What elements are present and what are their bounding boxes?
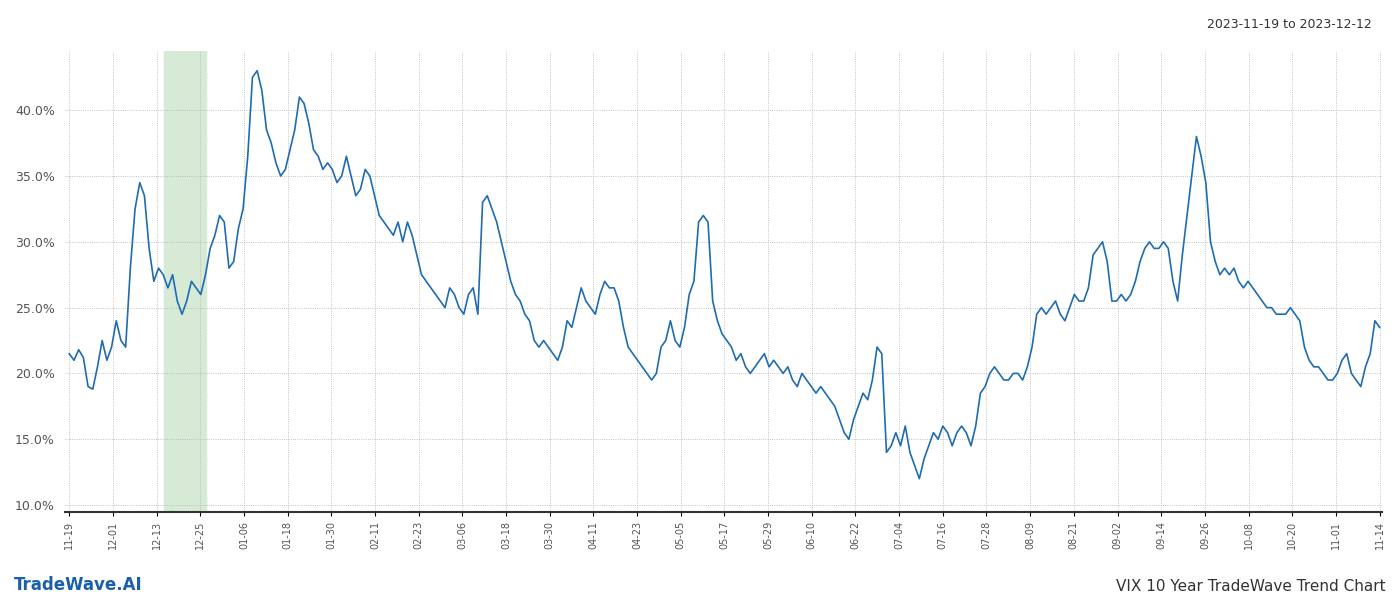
Bar bbox=[164, 51, 206, 512]
Text: TradeWave.AI: TradeWave.AI bbox=[14, 576, 143, 594]
Text: VIX 10 Year TradeWave Trend Chart: VIX 10 Year TradeWave Trend Chart bbox=[1116, 579, 1386, 594]
Text: 2023-11-19 to 2023-12-12: 2023-11-19 to 2023-12-12 bbox=[1207, 18, 1372, 31]
